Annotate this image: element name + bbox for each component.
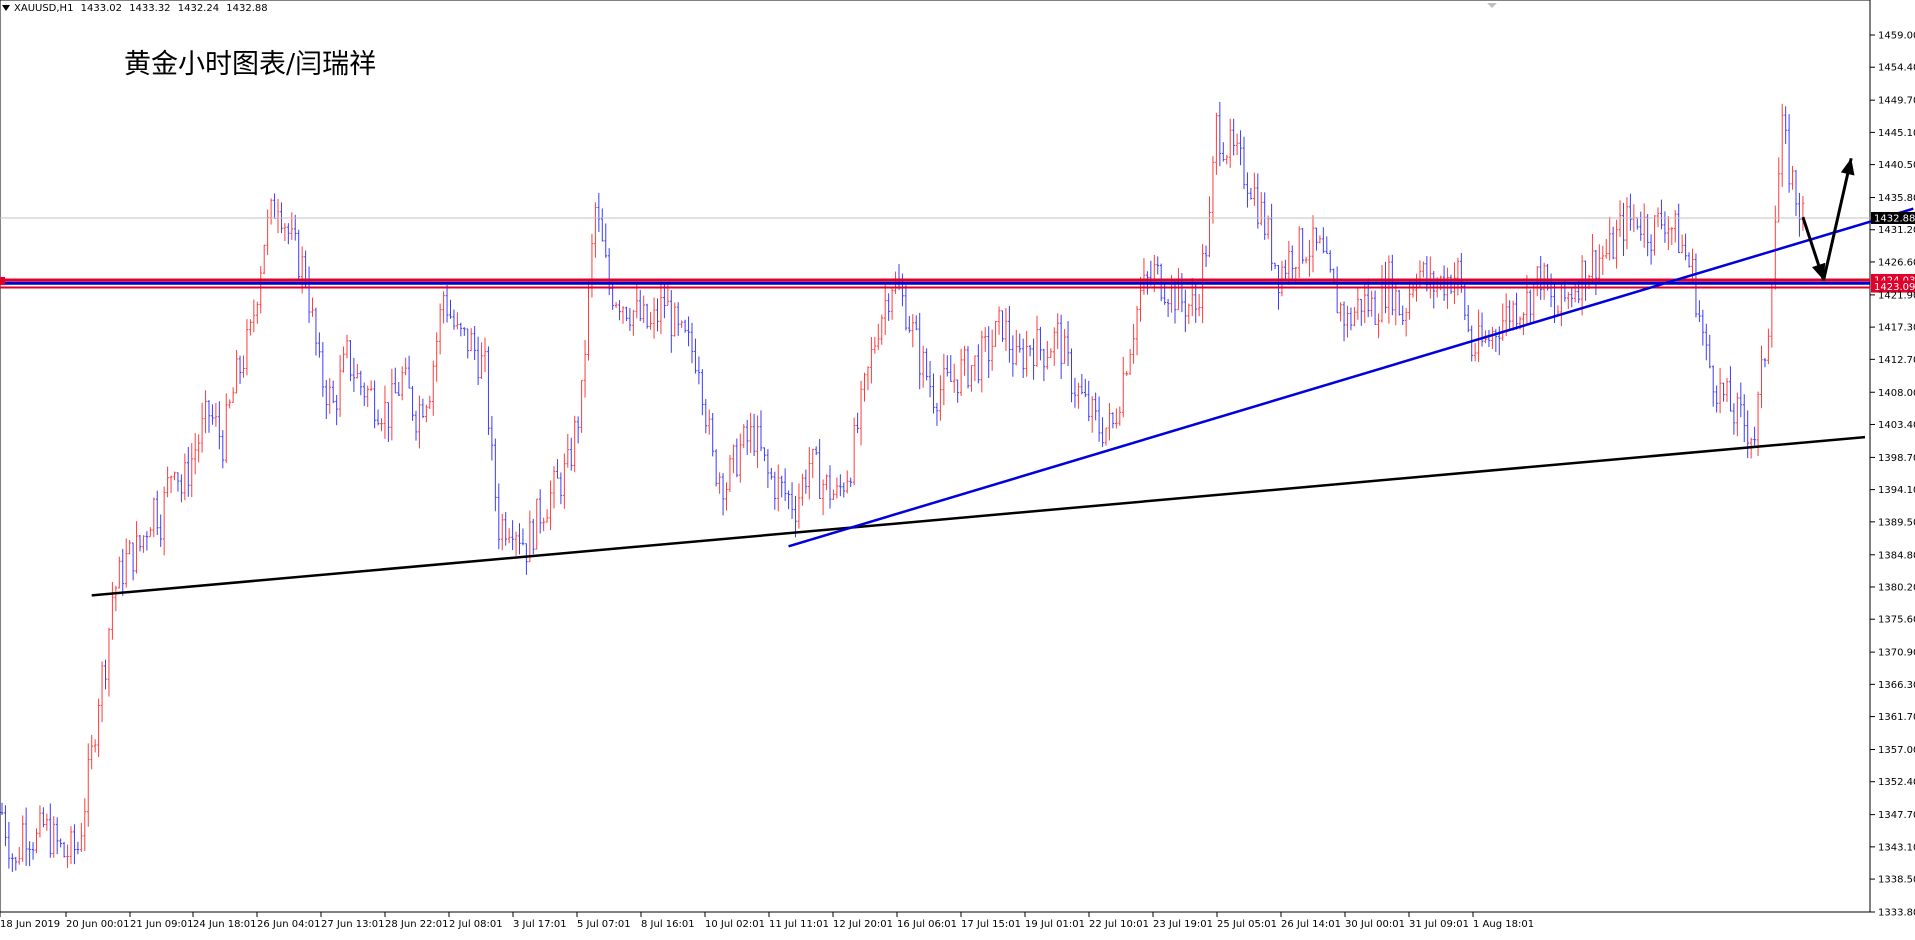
y-tick-label: 1361.70 [1878, 712, 1915, 723]
arrow-head-icon [1840, 158, 1855, 176]
arrow-shaft [1822, 157, 1853, 281]
y-tick-label: 1449.70 [1878, 96, 1915, 107]
level-left-marker [0, 276, 5, 285]
y-tick-label: 1421.90 [1878, 290, 1915, 301]
x-tick-label: 11 Jul 11:01 [769, 919, 829, 930]
x-tick-label: 31 Jul 09:01 [1409, 919, 1469, 930]
x-tick-label: 2 Jul 08:01 [449, 919, 503, 930]
y-tick-label: 1426.60 [1878, 257, 1915, 268]
y-tick-label: 1338.50 [1878, 875, 1915, 886]
x-tick-label: 16 Jul 06:01 [897, 919, 957, 930]
high-value: 1433.32 [129, 3, 171, 14]
y-tick-label: 1435.80 [1878, 193, 1915, 204]
close-value: 1432.88 [226, 3, 268, 14]
x-tick-label: 17 Jul 15:01 [961, 919, 1021, 930]
y-tick-label: 1417.30 [1878, 323, 1915, 334]
scroll-marker-icon [1487, 3, 1497, 8]
arrow-head-icon [1811, 262, 1826, 281]
y-tick-label: 1333.80 [1878, 908, 1915, 919]
x-tick-label: 25 Jul 05:01 [1217, 919, 1277, 930]
y-tick-label: 1431.20 [1878, 225, 1915, 236]
open-value: 1433.02 [80, 3, 122, 14]
y-tick-label: 1370.90 [1878, 648, 1915, 659]
x-tick-label: 26 Jul 14:01 [1281, 919, 1341, 930]
current-price-label: 1432.88 [1874, 213, 1915, 224]
y-tick-label: 1347.70 [1878, 810, 1915, 821]
x-tick-label: 20 Jun 00:01 [66, 919, 130, 930]
current-price-label-box [1871, 211, 1915, 224]
y-tick-label: 1343.10 [1878, 842, 1915, 853]
y-tick-label: 1412.70 [1878, 355, 1915, 366]
dropdown-triangle-icon[interactable] [2, 5, 10, 11]
y-tick-label: 1408.00 [1878, 388, 1915, 399]
x-tick-label: 10 Jul 02:01 [705, 919, 765, 930]
y-tick-label: 1440.50 [1878, 160, 1915, 171]
x-tick-label: 18 Jun 2019 [0, 919, 60, 930]
y-tick-label: 1352.40 [1878, 777, 1915, 788]
x-tick-label: 8 Jul 16:01 [641, 919, 695, 930]
support-trendline-black [91, 435, 1866, 597]
level-label-lower: 1423.09 [1874, 282, 1915, 293]
y-tick-label: 1366.30 [1878, 680, 1915, 691]
chart-title: 黄金小时图表/闫瑞祥 [124, 49, 377, 80]
low-value: 1432.24 [177, 3, 220, 14]
x-tick-label: 19 Jul 01:01 [1025, 919, 1085, 930]
y-tick-label: 1394.10 [1878, 485, 1915, 496]
y-tick-label: 1380.20 [1878, 582, 1915, 593]
x-tick-label: 28 Jun 22:01 [385, 919, 449, 930]
x-tick-label: 22 Jul 10:01 [1089, 919, 1149, 930]
x-tick-label: 5 Jul 07:01 [577, 919, 631, 930]
x-tick-label: 12 Jul 20:01 [833, 919, 893, 930]
y-tick-label: 1398.70 [1878, 453, 1915, 464]
x-tick-label: 30 Jul 00:01 [1345, 919, 1405, 930]
x-tick-label: 3 Jul 17:01 [513, 919, 567, 930]
plot-frame [0, 0, 1871, 913]
y-tick-label: 1389.50 [1878, 517, 1915, 528]
x-tick-label: 27 Jun 13:01 [321, 919, 385, 930]
y-tick-label: 1403.40 [1878, 420, 1915, 431]
x-tick-label: 21 Jun 09:01 [130, 919, 194, 930]
y-tick-label: 1454.40 [1878, 63, 1915, 74]
y-tick-label: 1459.00 [1878, 31, 1915, 42]
x-tick-label: 23 Jul 19:01 [1153, 919, 1213, 930]
x-tick-label: 26 Jun 04:01 [257, 919, 321, 930]
symbol-label: XAUUSD,H1 [14, 3, 74, 14]
y-tick-label: 1445.10 [1878, 128, 1915, 139]
level-label-lower-box [1871, 280, 1915, 293]
y-tick-label: 1375.60 [1878, 615, 1915, 626]
support-trendline-blue [788, 207, 1914, 548]
chart-header: XAUUSD,H1 1433.02 1433.32 1432.24 1432.8… [2, 3, 272, 14]
y-tick-label: 1384.80 [1878, 550, 1915, 561]
x-tick-label: 24 Jun 18:01 [193, 919, 257, 930]
x-tick-label: 1 Aug 18:01 [1473, 919, 1534, 930]
y-tick-label: 1357.00 [1878, 745, 1915, 756]
